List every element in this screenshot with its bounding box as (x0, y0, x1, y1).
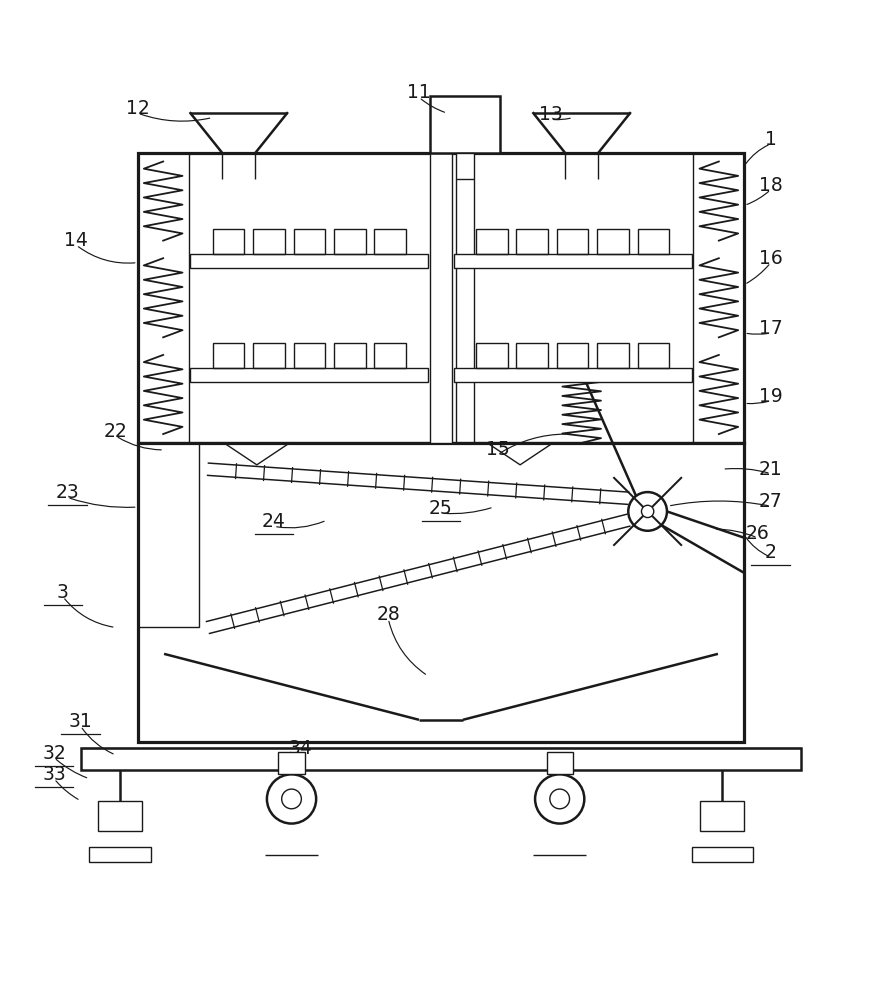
Bar (191, 254, 429, 268)
Text: 35: 35 (288, 779, 312, 798)
Circle shape (281, 789, 302, 809)
Text: 19: 19 (759, 387, 782, 406)
Bar (597, 229, 629, 254)
Text: 3: 3 (57, 583, 69, 602)
Text: 18: 18 (759, 176, 782, 195)
Bar (191, 368, 429, 382)
Bar (476, 229, 508, 254)
Text: 28: 28 (377, 605, 400, 624)
Text: 31: 31 (69, 712, 93, 731)
Text: 14: 14 (64, 231, 88, 250)
Bar (213, 229, 244, 254)
Bar (430, 96, 500, 153)
Circle shape (549, 789, 570, 809)
Bar (638, 343, 669, 368)
Bar (253, 229, 285, 254)
Text: 27: 27 (759, 492, 782, 511)
Text: 17: 17 (759, 319, 782, 338)
Bar (691, 847, 753, 862)
Bar (374, 229, 406, 254)
Bar (557, 343, 588, 368)
Text: 25: 25 (430, 499, 452, 518)
Circle shape (641, 505, 654, 518)
Bar (547, 752, 573, 774)
Text: 1: 1 (765, 130, 777, 149)
Bar (516, 343, 548, 368)
Bar (279, 752, 304, 774)
Bar (334, 229, 366, 254)
Circle shape (628, 492, 667, 531)
Text: 11: 11 (407, 83, 431, 102)
Circle shape (535, 774, 584, 824)
Bar (597, 343, 629, 368)
Text: 21: 21 (759, 460, 782, 479)
Text: 33: 33 (42, 765, 66, 784)
Bar (253, 343, 285, 368)
Bar (138, 443, 744, 742)
Bar (557, 229, 588, 254)
Text: 15: 15 (486, 440, 510, 459)
Bar (294, 229, 325, 254)
Text: 23: 23 (56, 483, 79, 502)
Bar (138, 153, 189, 443)
Circle shape (267, 774, 316, 824)
Bar (98, 801, 142, 831)
Bar (80, 748, 802, 770)
Bar (334, 343, 366, 368)
Bar (516, 229, 548, 254)
Bar (638, 229, 669, 254)
Bar (476, 343, 508, 368)
Bar (453, 368, 691, 382)
Bar (138, 153, 744, 443)
Bar (700, 801, 744, 831)
Bar (374, 343, 406, 368)
Text: 13: 13 (539, 105, 563, 124)
Text: 26: 26 (745, 524, 769, 543)
Bar (456, 153, 474, 179)
Bar (294, 343, 325, 368)
Text: 32: 32 (42, 744, 66, 763)
Bar (430, 153, 452, 443)
Text: 12: 12 (126, 99, 150, 118)
Text: 16: 16 (759, 249, 782, 268)
Text: 22: 22 (104, 422, 128, 441)
Text: 24: 24 (262, 512, 286, 531)
Bar (89, 847, 151, 862)
Bar (693, 153, 744, 443)
Bar (213, 343, 244, 368)
Text: 2: 2 (765, 543, 777, 562)
Bar (453, 254, 691, 268)
Bar (138, 443, 199, 627)
Text: 34: 34 (288, 739, 312, 758)
